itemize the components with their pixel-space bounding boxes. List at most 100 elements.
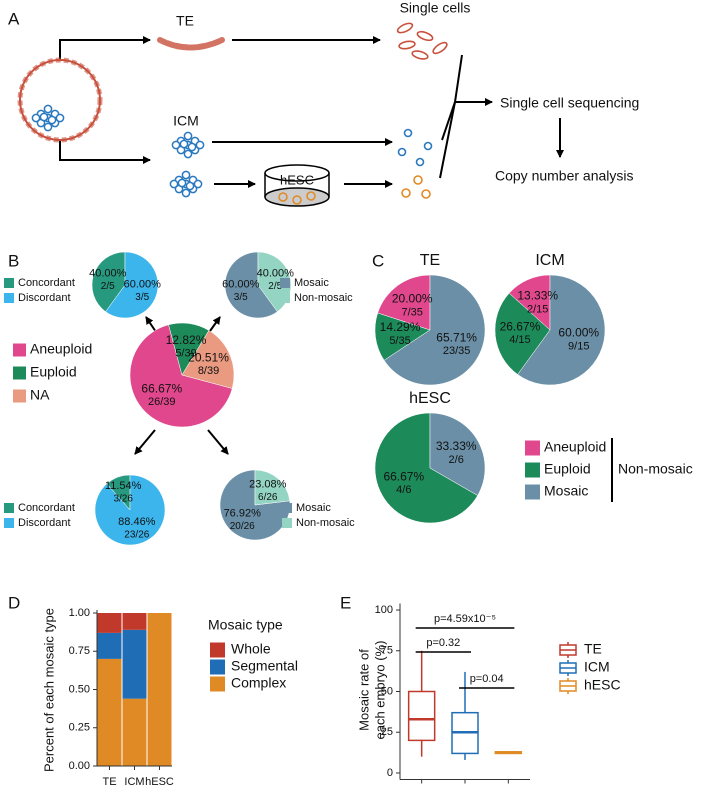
diagram-label: Single cell sequencing	[500, 95, 639, 111]
legend-label: Discordant	[18, 517, 71, 529]
legend-label: Aneuploid	[30, 341, 92, 357]
y-tick-label: 1.00	[69, 607, 90, 619]
diagram-label: Copy number analysis	[495, 168, 634, 184]
cell	[183, 131, 193, 141]
count-label: 8/39	[198, 365, 219, 377]
arrow	[59, 36, 151, 60]
pie-slice	[383, 274, 486, 386]
y-tick-label: 0.25	[69, 722, 90, 734]
cell	[179, 139, 189, 149]
count-label: 3/5	[234, 292, 248, 303]
pie-title: ICM	[535, 252, 564, 269]
count-label: 2/5	[101, 281, 115, 292]
value-label: 60.00%	[124, 279, 162, 291]
y-tick-label: 0.00	[69, 760, 90, 772]
legend-swatch	[13, 343, 26, 357]
cell	[43, 104, 53, 114]
count-label: 20/26	[230, 521, 255, 532]
connector	[454, 54, 463, 103]
value-label: 40.00%	[257, 267, 295, 279]
y-tick-label: 100	[375, 604, 393, 616]
cell	[306, 191, 316, 201]
legend-swatch	[13, 366, 26, 380]
legend-label: Mosaic	[294, 277, 329, 289]
legend-label: Non-mosaic	[296, 517, 355, 529]
pie-slice	[429, 412, 486, 496]
legend-swatch	[280, 278, 290, 288]
legend-label: Segmental	[231, 658, 298, 674]
cell	[432, 41, 448, 55]
legend-swatch	[525, 462, 540, 478]
value-label: 40.00%	[89, 267, 127, 279]
count-label: 2/15	[527, 303, 548, 315]
hesc-single-cells	[401, 175, 431, 199]
count-label: 2/6	[449, 454, 464, 466]
count-label: 3/26	[113, 494, 133, 505]
y-tick-label: 0.75	[69, 645, 90, 657]
cell	[193, 179, 203, 189]
box	[407, 690, 436, 742]
legend-label: Mosaic	[544, 483, 588, 499]
value-label: 60.00%	[558, 326, 599, 340]
value-label: 12.82%	[166, 333, 207, 347]
pie-slice	[377, 274, 431, 331]
y-axis-label: Percent of each mosaic type	[41, 608, 56, 772]
y-axis-label: Mosaic rate of	[356, 649, 371, 731]
legend-label: TE	[584, 641, 602, 657]
cell	[411, 50, 429, 60]
cell	[421, 189, 431, 199]
pie-slice	[517, 274, 606, 386]
x-tick-label: TE	[102, 776, 116, 788]
cell	[43, 122, 53, 132]
value-label: 23.08%	[249, 478, 287, 490]
value-label: 14.29%	[380, 320, 421, 334]
cell	[171, 140, 181, 150]
y-axis-label: each embryo (%)	[372, 641, 387, 740]
panel-label: A	[8, 9, 20, 28]
legend-swatch	[280, 293, 290, 303]
cell	[47, 115, 57, 125]
cell	[396, 22, 414, 34]
x-tick-label: ICM	[124, 776, 144, 788]
cell	[415, 157, 425, 167]
arrow	[134, 429, 156, 455]
legend-label: Euploid	[30, 364, 77, 380]
legend-swatch	[13, 389, 26, 403]
value-label: 20.00%	[392, 292, 433, 306]
pie-title: TE	[420, 252, 440, 269]
cell	[187, 142, 197, 152]
pie-slice	[224, 251, 278, 319]
cell	[183, 149, 193, 159]
count-label: 3/5	[135, 292, 149, 303]
value-label: 20.51%	[188, 350, 229, 364]
bar-segment	[122, 629, 147, 699]
legend-title: Mosaic type	[208, 617, 283, 633]
diagram-label: TE	[176, 13, 194, 29]
arrow	[207, 429, 229, 455]
bar-segment	[97, 658, 122, 766]
bar-segment	[97, 613, 122, 633]
diagram-label: Single cells	[400, 0, 471, 16]
value-label: 11.54%	[105, 480, 142, 492]
arrow	[59, 140, 151, 164]
cell	[185, 181, 195, 191]
legend-swatch	[4, 293, 14, 303]
bar-segment	[122, 698, 147, 766]
legend-swatch	[282, 503, 292, 513]
count-label: 9/15	[568, 340, 589, 352]
y-tick-label: 0	[387, 767, 393, 779]
legend-swatch	[4, 503, 14, 513]
count-label: 4/15	[509, 334, 530, 346]
value-label: 26.67%	[500, 319, 541, 333]
legend-swatch	[210, 642, 225, 658]
bar-segment	[147, 613, 172, 766]
culture-dish	[264, 164, 330, 207]
pie-slice	[105, 251, 159, 319]
legend-label: Discordant	[18, 292, 71, 304]
y-tick-label: 25	[381, 726, 393, 738]
legend-label: NA	[30, 387, 50, 403]
dish-rim	[264, 164, 330, 182]
value-label: 76.92%	[224, 507, 262, 519]
legend-label: Concordant	[18, 277, 75, 289]
